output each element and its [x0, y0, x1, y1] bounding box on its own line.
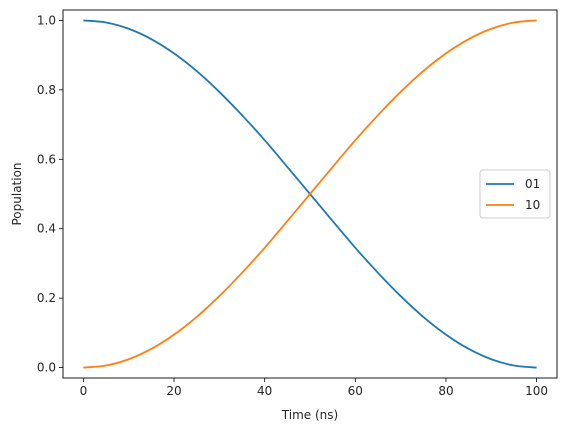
- y-tick-label: 0.4: [37, 222, 56, 236]
- legend-label-10: 10: [525, 198, 540, 212]
- y-tick-label: 0.2: [37, 291, 56, 305]
- x-tick-label: 60: [348, 384, 363, 398]
- legend-box: [479, 169, 551, 219]
- x-axis-label: Time (ns): [281, 408, 338, 422]
- series-lines: [83, 19, 537, 369]
- x-tick-label: 40: [257, 384, 272, 398]
- y-axis-label: Population: [10, 162, 24, 225]
- y-tick-label: 1.0: [37, 13, 56, 27]
- legend: 01 10: [479, 169, 551, 219]
- x-tick-label: 100: [525, 384, 548, 398]
- x-tick-label: 20: [166, 384, 181, 398]
- legend-label-01: 01: [525, 177, 540, 191]
- x-tick-label: 80: [438, 384, 453, 398]
- y-tick-label: 0.6: [37, 152, 56, 166]
- y-axis-ticks: 0.0 0.2 0.4 0.6 0.8 1.0: [37, 13, 63, 375]
- x-axis-ticks: 0 20 40 60 80 100: [80, 378, 548, 398]
- y-tick-label: 0.8: [37, 83, 56, 97]
- y-tick-label: 0.0: [37, 361, 56, 375]
- series-line-10: [83, 19, 537, 369]
- plot-frame: [62, 9, 558, 379]
- x-tick-label: 0: [80, 384, 88, 398]
